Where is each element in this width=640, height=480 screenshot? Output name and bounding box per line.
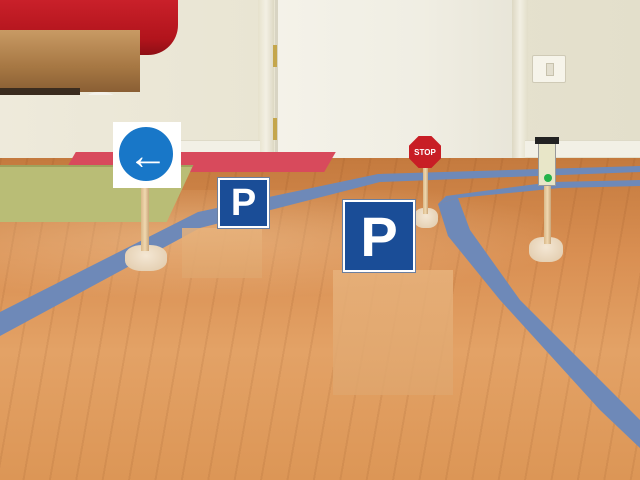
bed <box>0 0 180 95</box>
floor-patch <box>182 228 262 278</box>
tape-right-lane <box>438 180 640 204</box>
direction-sign-disc: ← <box>117 125 175 183</box>
stop-sign: STOP <box>409 136 441 168</box>
white-pillow <box>80 92 125 95</box>
parking-sign-large: P <box>342 199 416 273</box>
traffic-light-cap <box>535 137 559 144</box>
signal-pole <box>544 184 551 244</box>
direction-sign: ← <box>113 122 181 188</box>
door-hinge <box>273 45 277 67</box>
sign-pole <box>141 186 149 251</box>
green-light-icon <box>544 174 552 182</box>
sign-pole <box>423 166 428 214</box>
floor-patch <box>333 270 453 395</box>
arrow-left-icon: ← <box>128 134 168 178</box>
door-frame-left <box>258 0 274 162</box>
light-switch <box>532 55 566 83</box>
sign-base <box>414 208 438 228</box>
wooden-bed-frame <box>0 30 140 92</box>
door-frame-right <box>512 0 528 162</box>
door-hinge <box>273 118 277 140</box>
tape-right-curve <box>438 198 640 448</box>
door <box>275 0 521 158</box>
under-bed-shadow <box>0 88 80 95</box>
parking-sign-small: P <box>217 177 270 229</box>
